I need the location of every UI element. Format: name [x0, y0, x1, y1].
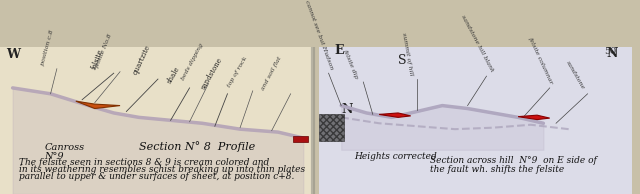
Text: felsite No.8: felsite No.8 [95, 33, 113, 69]
Text: S: S [398, 54, 406, 67]
Bar [292, 136, 308, 142]
Text: position c.8: position c.8 [40, 29, 54, 66]
Bar [319, 114, 344, 141]
Text: felsite: felsite [90, 47, 106, 70]
FancyBboxPatch shape [319, 47, 632, 194]
Text: Section across hill  N°9  on E side of: Section across hill N°9 on E side of [429, 156, 596, 165]
Text: sandstone: sandstone [564, 60, 585, 91]
FancyBboxPatch shape [0, 47, 313, 194]
Text: and soil flat: and soil flat [260, 55, 283, 91]
Text: felsite dip: felsite dip [342, 48, 359, 79]
Text: Heights corrected: Heights corrected [354, 152, 436, 161]
Text: quartzite: quartzite [132, 44, 152, 76]
Text: 50: 50 [604, 47, 616, 56]
Text: The felsite seen in sections 8 & 9 is cream colored and: The felsite seen in sections 8 & 9 is cr… [19, 158, 269, 166]
Text: in its weathering resembles schist breaking up into thin plates: in its weathering resembles schist break… [19, 165, 305, 174]
Text: summit of hill: summit of hill [401, 32, 414, 76]
Text: top of rock: top of rock [226, 56, 248, 88]
Text: felsite columnar: felsite columnar [527, 36, 554, 85]
Text: cannot see but Hudson: cannot see but Hudson [304, 0, 334, 70]
Text: N: N [607, 47, 618, 60]
Polygon shape [76, 101, 120, 108]
Polygon shape [518, 115, 550, 120]
Polygon shape [379, 113, 411, 117]
Text: W: W [6, 48, 20, 61]
Text: E: E [335, 44, 344, 57]
Text: N: N [341, 103, 353, 116]
Text: parallel to upper & under surfaces of sheet, at position c+8.: parallel to upper & under surfaces of sh… [19, 172, 294, 181]
Text: Canross: Canross [44, 143, 84, 152]
Text: Section N° 8  Profile: Section N° 8 Profile [139, 141, 255, 152]
Text: beds dipping: beds dipping [181, 42, 205, 81]
Text: the fault wh. shifts the felsite: the fault wh. shifts the felsite [429, 165, 564, 174]
Text: sandstone hill blank: sandstone hill blank [460, 15, 494, 73]
Text: N°9: N°9 [44, 152, 64, 161]
Text: sandstone: sandstone [199, 56, 224, 91]
Text: shale: shale [166, 65, 182, 85]
